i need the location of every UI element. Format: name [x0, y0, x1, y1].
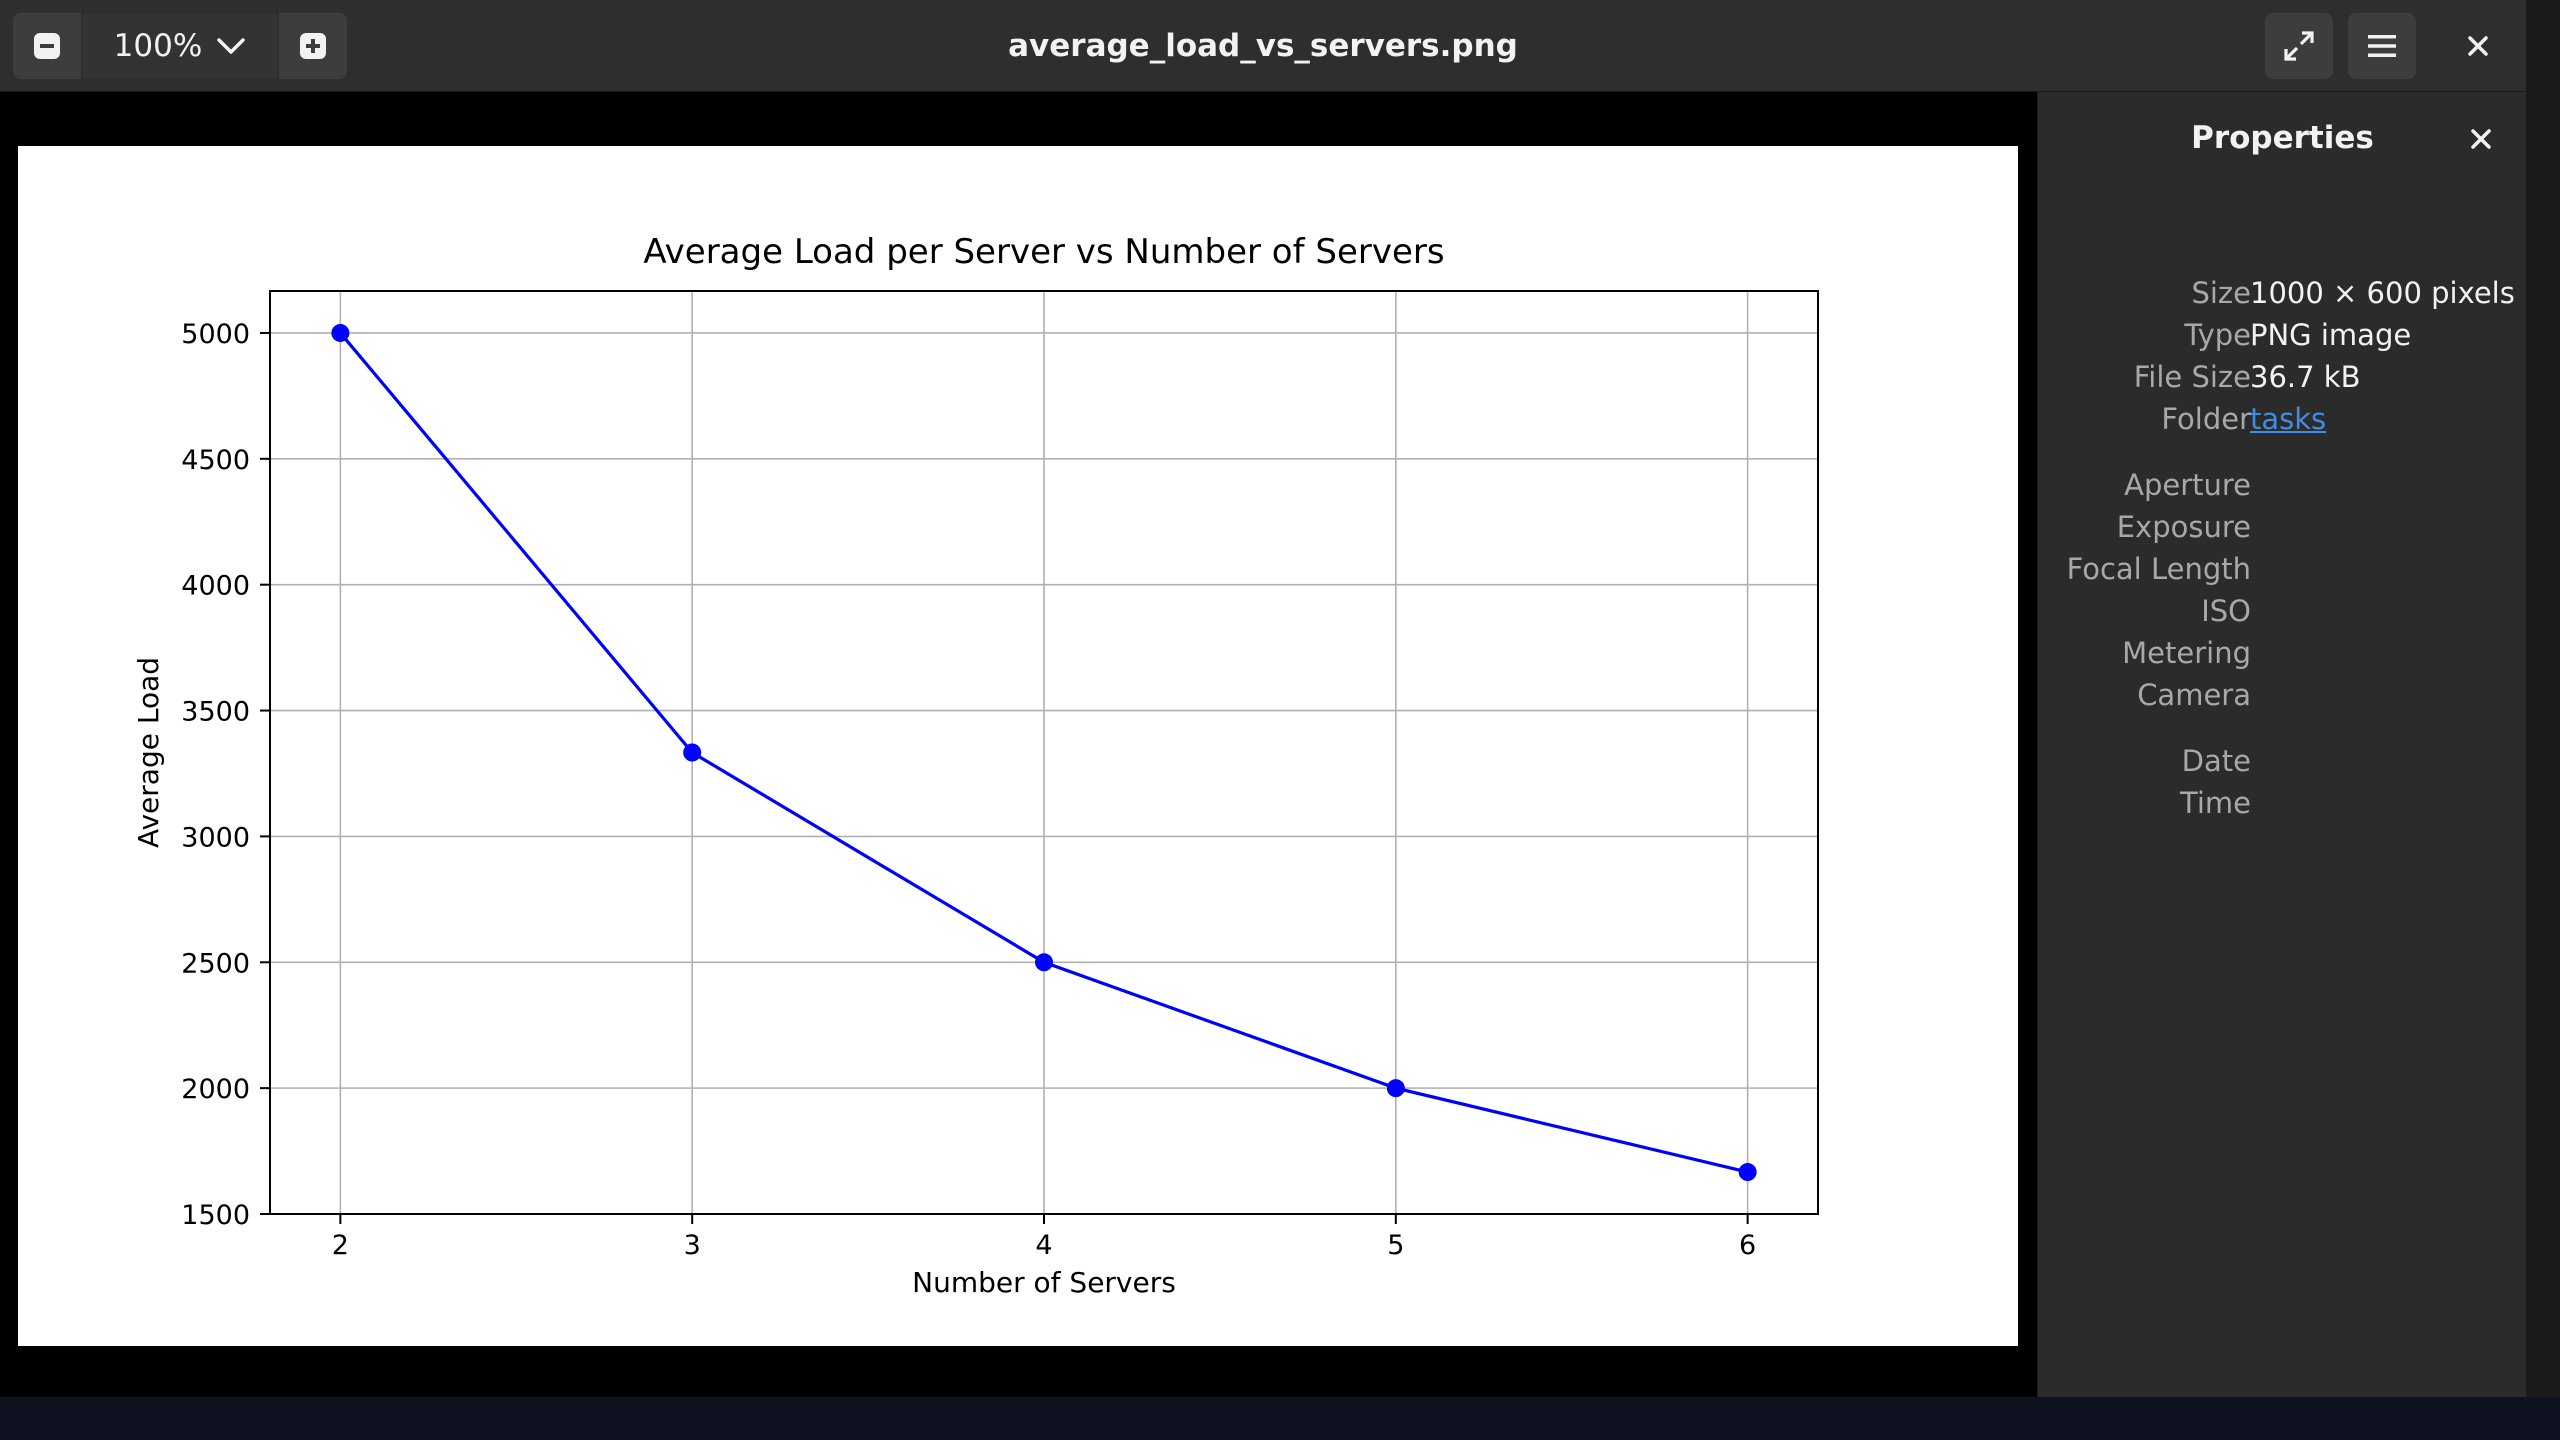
property-label: Time	[2180, 786, 2251, 820]
chart: 2 3 4 5 6 1500 2000 2500 3000 3500 4000 4500 5000 Ave…	[132, 232, 1819, 1299]
data-point	[683, 743, 702, 762]
chart-title: Average Load per Server vs Number of Ser…	[643, 232, 1444, 272]
data-point	[1035, 953, 1053, 972]
data-point	[1738, 1163, 1757, 1182]
y-tick-label: 3000	[181, 822, 250, 853]
x-axis-label: Number of Servers	[912, 1266, 1176, 1299]
property-label: ISO	[2201, 594, 2251, 628]
property-row-file-size: File Size 36.7 kB	[2038, 360, 2526, 402]
y-tick-label: 5000	[181, 319, 250, 350]
data-point	[1386, 1079, 1405, 1098]
y-tick-label: 4500	[181, 445, 250, 476]
chevron-down-icon	[217, 38, 246, 54]
property-label: Exposure	[2116, 510, 2251, 544]
zoom-level-dropdown[interactable]: 100%	[83, 13, 277, 79]
property-row-folder: Folder tasks	[2038, 402, 2526, 444]
fullscreen-icon	[2284, 31, 2314, 61]
property-row-focal-length: Focal Length	[2038, 552, 2526, 594]
sidebar-title: Properties	[2191, 120, 2374, 156]
main-menu-button[interactable]	[2348, 13, 2416, 79]
plus-square-icon	[300, 33, 326, 59]
zoom-controls: 100%	[13, 13, 347, 79]
minus-square-icon	[34, 33, 60, 59]
y-tick-label: 3500	[181, 697, 250, 728]
close-icon	[2468, 36, 2488, 56]
property-value: PNG image	[2250, 318, 2412, 352]
y-tick-label: 2000	[181, 1074, 250, 1105]
y-axis-label: Average Load	[132, 657, 165, 848]
property-row-aperture: Aperture	[2038, 468, 2526, 510]
property-row-iso: ISO	[2038, 594, 2526, 636]
close-window-button[interactable]	[2444, 13, 2512, 79]
property-row-exposure: Exposure	[2038, 510, 2526, 552]
property-label: Aperture	[2124, 468, 2251, 502]
x-tick-label: 6	[1739, 1230, 1756, 1261]
x-tick-label: 3	[684, 1230, 701, 1261]
desktop-taskbar	[0, 1397, 2560, 1440]
property-row-date: Date	[2038, 744, 2526, 786]
image-view-area[interactable]: 2 3 4 5 6 1500 2000 2500 3000 3500 4000 4500 5000 Ave…	[0, 92, 2037, 1397]
property-row-camera: Camera	[2038, 678, 2526, 720]
x-tick-label: 5	[1387, 1230, 1404, 1261]
property-row-time: Time	[2038, 786, 2526, 828]
property-label: Size	[2191, 276, 2251, 310]
property-label: Focal Length	[2066, 552, 2251, 586]
x-tick-label: 4	[1035, 1230, 1052, 1261]
property-row-type: Type PNG image	[2038, 318, 2526, 360]
displayed-image: 2 3 4 5 6 1500 2000 2500 3000 3500 4000 4500 5000 Ave…	[18, 146, 2018, 1346]
property-label: Metering	[2122, 636, 2251, 670]
property-label: File Size	[2133, 360, 2251, 394]
hamburger-menu-icon	[2368, 35, 2396, 57]
property-label: Camera	[2137, 678, 2251, 712]
close-sidebar-button[interactable]	[2464, 122, 2498, 156]
folder-link[interactable]: tasks	[2250, 402, 2327, 436]
property-label: Date	[2181, 744, 2251, 778]
property-value: 1000 × 600 pixels	[2250, 276, 2515, 310]
property-row-size: Size 1000 × 600 pixels	[2038, 276, 2526, 318]
property-value: 36.7 kB	[2250, 360, 2361, 394]
data-point	[331, 323, 350, 342]
window-title: average_load_vs_servers.png	[1008, 28, 1518, 64]
header-bar: 100% average_load_vs_servers.png	[0, 0, 2526, 92]
zoom-in-button[interactable]	[279, 13, 347, 79]
property-label: Folder	[2161, 402, 2251, 436]
y-tick-label: 1500	[181, 1200, 250, 1231]
fullscreen-button[interactable]	[2265, 13, 2333, 79]
zoom-level-value: 100%	[113, 28, 203, 64]
y-tick-label: 2500	[181, 948, 250, 979]
zoom-out-button[interactable]	[13, 13, 81, 79]
properties-sidebar: Properties Size 1000 × 600 pixels Type PNG …	[2037, 92, 2526, 1397]
y-tick-label: 4000	[181, 571, 250, 602]
property-row-metering: Metering	[2038, 636, 2526, 678]
image-viewer-window: 100% average_load_vs_servers.png	[0, 0, 2526, 1397]
property-label: Type	[2184, 318, 2251, 352]
x-tick-label: 2	[332, 1230, 349, 1261]
